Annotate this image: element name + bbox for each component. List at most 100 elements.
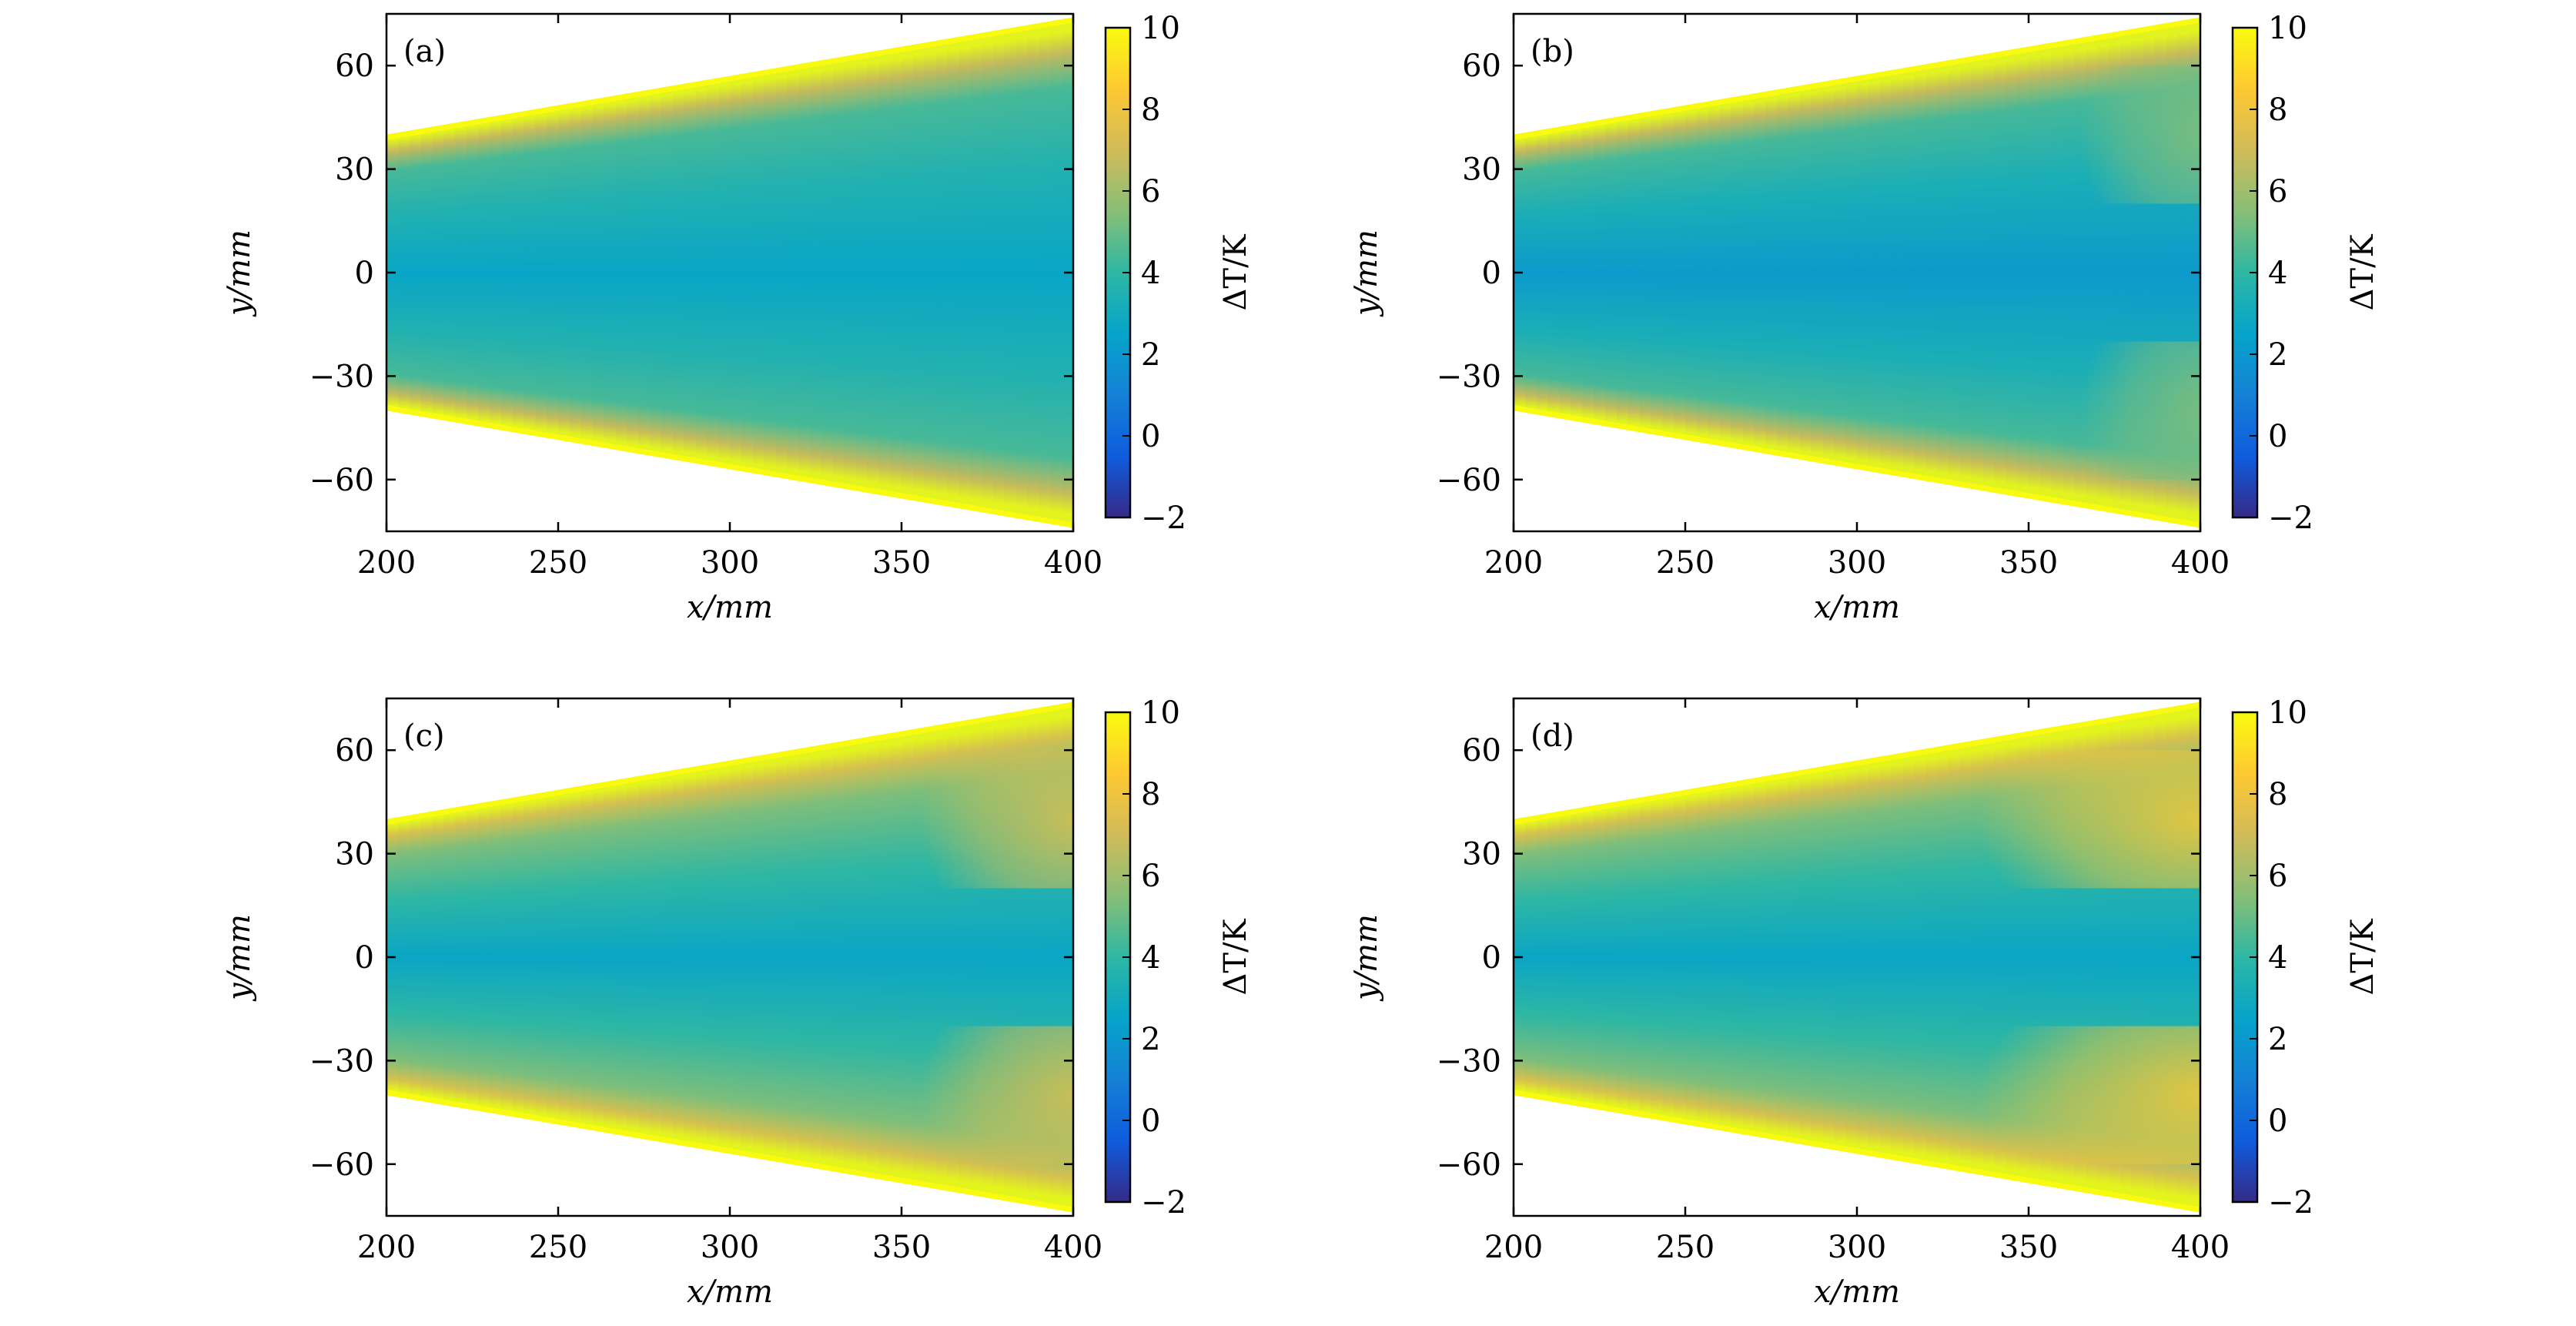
x-tick-label: 400	[2171, 545, 2230, 581]
y-tick-label: −30	[1437, 359, 1501, 394]
colorbar-tick-label: −2	[1141, 501, 1186, 536]
x-tick-label: 250	[529, 545, 587, 581]
x-tick-label: 400	[1044, 545, 1102, 581]
colorbar: 10 8 6 4 2 0 −2 ΔT/K	[2231, 11, 2380, 536]
colorbar: 10 8 6 4 2 0 −2 ΔT/K	[2231, 695, 2380, 1221]
colorbar-tick-label: 4	[2268, 940, 2287, 976]
heatmap-field	[386, 17, 1073, 528]
x-tick-label: 200	[1484, 545, 1543, 581]
y-tick-label: 30	[1462, 837, 1501, 872]
y-tick-label: 60	[1462, 49, 1501, 84]
colorbar-tick-label: 8	[2268, 92, 2287, 128]
y-tick-label: −60	[309, 1147, 374, 1183]
colorbar-tick-label: 0	[2268, 1103, 2287, 1139]
x-tick-label: 200	[1484, 1230, 1543, 1265]
y-tick-label: 30	[1462, 152, 1501, 188]
colorbar-label: ΔT/K	[2345, 918, 2380, 995]
colorbar-tick-label: 0	[1141, 1103, 1160, 1139]
x-tick-label: 400	[1044, 1230, 1102, 1265]
y-tick-label: 60	[335, 49, 374, 84]
colorbar-tick-label: 8	[1141, 92, 1160, 128]
y-axis-label: y/mm	[222, 914, 257, 1002]
colorbar-tick-label: 0	[1141, 419, 1160, 454]
y-tick-label: 30	[335, 837, 374, 872]
x-tick-label: 200	[357, 1230, 416, 1265]
panel-label: (a)	[403, 34, 446, 69]
colorbar-tick-label: 2	[1141, 337, 1160, 373]
x-tick-label: 350	[872, 545, 931, 581]
colorbar-tick-label: 4	[1141, 256, 1160, 291]
panel-a: 200 250 300 350 40060300−30−60x/mmy/mm(a)108…	[222, 11, 1253, 625]
speckle-texture	[386, 702, 1073, 1213]
colorbar-tick-label: 10	[1141, 11, 1180, 46]
y-tick-label: 60	[335, 733, 374, 768]
colorbar-tick-label: 2	[2268, 1022, 2287, 1057]
x-tick-label: 400	[2171, 1230, 2230, 1265]
x-axis-label: x/mm	[1814, 590, 1900, 625]
x-tick-label: 350	[1999, 1230, 2058, 1265]
colorbar: 10 8 6 4 2 0 −2 ΔT/K	[1104, 11, 1253, 536]
colorbar-tick-label: 8	[2268, 777, 2287, 812]
colorbar-tick-label: 10	[1141, 695, 1180, 731]
y-axis-label: y/mm	[1349, 914, 1384, 1002]
colorbar-tick-label: 2	[2268, 337, 2287, 373]
y-tick-label: −60	[309, 463, 374, 498]
y-tick-label: −60	[1437, 1147, 1501, 1183]
panel-label: (b)	[1531, 34, 1574, 69]
heatmap-field	[1514, 17, 2200, 528]
speckle-texture	[386, 17, 1073, 528]
y-axis-label: y/mm	[222, 229, 257, 317]
y-tick-label: 0	[355, 256, 374, 291]
y-tick-label: −60	[1437, 463, 1501, 498]
y-tick-label: 0	[355, 940, 374, 976]
panel-c: 200 250 300 350 40060300−30−60x/mmy/mm(c)108…	[222, 695, 1253, 1310]
colorbar-tick-label: −2	[2268, 501, 2313, 536]
panel-d: 200 250 300 350 40060300−30−60x/mmy/mm(d)108…	[1349, 695, 2380, 1310]
y-tick-label: 60	[1462, 733, 1501, 768]
x-tick-label: 250	[529, 1230, 587, 1265]
colorbar-tick-label: 10	[2268, 695, 2307, 731]
x-tick-label: 300	[1828, 545, 1886, 581]
colorbar-tick-label: −2	[1141, 1185, 1186, 1221]
colorbar-label: ΔT/K	[2345, 233, 2380, 310]
colorbar-tick-label: 6	[2268, 859, 2287, 894]
x-tick-label: 200	[357, 545, 416, 581]
x-axis-label: x/mm	[687, 1274, 773, 1310]
speckle-texture	[1514, 702, 2200, 1213]
colorbar-tick-label: −2	[2268, 1185, 2313, 1221]
colorbar-tick-label: 8	[1141, 777, 1160, 812]
x-tick-label: 350	[872, 1230, 931, 1265]
colorbar-tick-label: 6	[2268, 174, 2287, 209]
y-tick-label: −30	[309, 359, 374, 394]
panel-label: (c)	[403, 718, 445, 754]
colorbar-tick-label: 4	[1141, 940, 1160, 976]
colorbar: 10 8 6 4 2 0 −2 ΔT/K	[1104, 695, 1253, 1221]
speckle-texture	[1514, 17, 2200, 528]
x-tick-label: 300	[701, 545, 759, 581]
x-tick-label: 350	[1999, 545, 2058, 581]
colorbar-tick-label: 10	[2268, 11, 2307, 46]
colorbar-tick-label: 6	[1141, 859, 1160, 894]
y-tick-label: 30	[335, 152, 374, 188]
colorbar-tick-label: 2	[1141, 1022, 1160, 1057]
colorbar-label: ΔT/K	[1218, 918, 1253, 995]
x-axis-label: x/mm	[687, 590, 773, 625]
y-tick-label: 0	[1482, 940, 1501, 976]
heatmap-field	[386, 702, 1073, 1213]
y-tick-label: 0	[1482, 256, 1501, 291]
panel-label: (d)	[1531, 718, 1574, 754]
y-tick-label: −30	[1437, 1043, 1501, 1079]
x-tick-label: 250	[1656, 545, 1715, 581]
x-axis-label: x/mm	[1814, 1274, 1900, 1310]
y-tick-label: −30	[309, 1043, 374, 1079]
colorbar-tick-label: 4	[2268, 256, 2287, 291]
colorbar-tick-label: 6	[1141, 174, 1160, 209]
x-tick-label: 300	[1828, 1230, 1886, 1265]
heatmap-field	[1514, 702, 2200, 1213]
x-tick-label: 250	[1656, 1230, 1715, 1265]
x-tick-label: 300	[701, 1230, 759, 1265]
colorbar-tick-label: 0	[2268, 419, 2287, 454]
colorbar-label: ΔT/K	[1218, 233, 1253, 310]
y-axis-label: y/mm	[1349, 229, 1384, 317]
